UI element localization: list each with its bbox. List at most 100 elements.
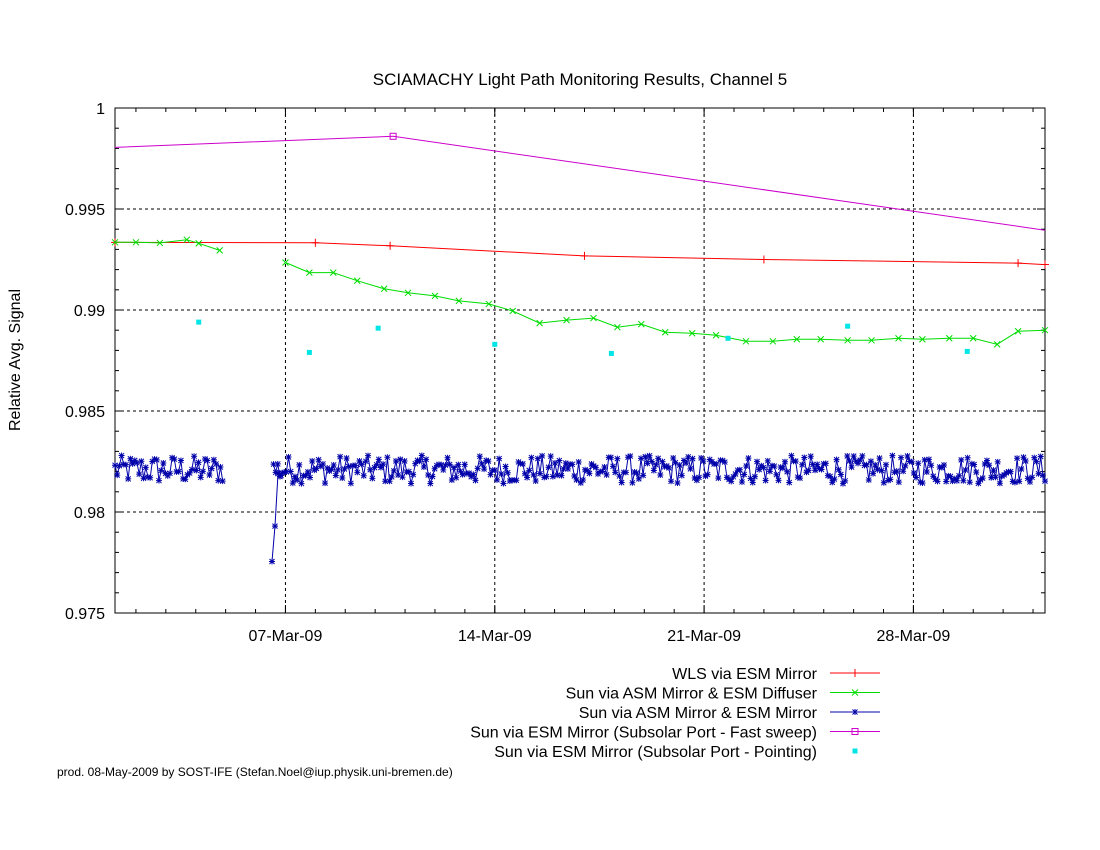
series-2-marker bbox=[188, 466, 195, 473]
series-2-marker bbox=[487, 471, 494, 478]
series-2-marker bbox=[913, 474, 920, 481]
series-2-marker bbox=[158, 467, 165, 474]
series-2-marker bbox=[807, 453, 814, 460]
series-2-marker bbox=[1011, 479, 1018, 486]
series-2-marker bbox=[891, 469, 898, 476]
series-2-marker bbox=[831, 476, 838, 483]
series-2-marker bbox=[872, 461, 879, 468]
series-2-marker bbox=[700, 458, 707, 465]
series-2-marker bbox=[405, 468, 412, 475]
series-2-marker bbox=[966, 479, 973, 486]
series-2-marker bbox=[478, 460, 485, 467]
series-2-marker bbox=[195, 459, 202, 466]
grid bbox=[115, 108, 1045, 613]
series-2-marker bbox=[962, 467, 969, 474]
series-2-marker bbox=[549, 473, 556, 480]
series-2-marker bbox=[307, 474, 314, 481]
series-2-marker bbox=[459, 471, 466, 478]
series-2-marker bbox=[219, 478, 226, 485]
series-2-marker bbox=[779, 465, 786, 472]
series-2-marker bbox=[506, 477, 513, 484]
series-2-marker bbox=[928, 462, 935, 469]
series-2-marker bbox=[640, 472, 647, 479]
series-2-marker bbox=[960, 477, 967, 484]
series-2-marker bbox=[988, 474, 995, 481]
series-2-marker bbox=[334, 466, 341, 473]
series-2-marker bbox=[857, 457, 864, 464]
series-2-marker bbox=[665, 464, 672, 471]
series-2-marker bbox=[136, 471, 143, 478]
series-2-marker bbox=[936, 464, 943, 471]
series-1-marker bbox=[509, 307, 517, 315]
x-tick-label: 28-Mar-09 bbox=[877, 628, 951, 645]
series-2-marker bbox=[736, 466, 743, 473]
series-2-marker bbox=[971, 461, 978, 468]
series-2-marker bbox=[319, 460, 326, 467]
series-2-marker bbox=[575, 458, 582, 465]
series-1-marker bbox=[637, 320, 645, 328]
series-2-marker bbox=[470, 471, 477, 478]
series-4-point bbox=[845, 323, 851, 329]
series-2-marker bbox=[169, 454, 176, 461]
series-2-marker bbox=[599, 468, 606, 475]
series-2-marker bbox=[519, 460, 526, 467]
series-2-marker bbox=[365, 452, 372, 459]
series-2-marker bbox=[754, 458, 761, 465]
series-2-marker bbox=[848, 464, 855, 471]
series-2-marker bbox=[910, 469, 917, 476]
series-2-marker bbox=[171, 456, 178, 463]
series-1-marker bbox=[156, 239, 164, 247]
series-2-marker bbox=[272, 469, 279, 476]
series-1-marker bbox=[195, 239, 203, 247]
series-2-marker bbox=[1020, 454, 1027, 461]
series-0-marker bbox=[759, 255, 768, 264]
series-2-marker bbox=[846, 457, 853, 464]
y-tick-label: 0.995 bbox=[65, 202, 105, 219]
series-2-marker bbox=[646, 452, 653, 459]
legend-marker-3 bbox=[851, 728, 859, 735]
series-2-marker bbox=[925, 456, 932, 463]
series-2-marker bbox=[676, 462, 683, 469]
series-2-marker bbox=[885, 477, 892, 484]
series-2-marker bbox=[1037, 453, 1044, 460]
chart-title: SCIAMACHY Light Path Monitoring Results,… bbox=[373, 70, 788, 89]
series-2-marker bbox=[513, 477, 520, 484]
legend-label-1: Sun via ASM Mirror & ESM Diffuser bbox=[566, 686, 818, 703]
series-2-marker bbox=[291, 473, 298, 480]
series-2-marker bbox=[569, 461, 576, 468]
series-2-marker bbox=[534, 455, 541, 462]
series-2-marker bbox=[343, 455, 350, 462]
series-2-marker bbox=[586, 470, 593, 477]
series-2-marker bbox=[285, 454, 292, 461]
series-2-marker bbox=[451, 464, 458, 471]
series-2-marker bbox=[446, 461, 453, 468]
legend-label-3: Sun via ESM Mirror (Subsolar Port - Fast… bbox=[470, 725, 817, 742]
series-2-marker bbox=[672, 459, 679, 466]
series-2-marker bbox=[704, 471, 711, 478]
series-1-marker bbox=[1041, 326, 1049, 334]
series-2-marker bbox=[867, 458, 874, 465]
series-2-marker bbox=[749, 479, 756, 486]
series-2-marker bbox=[835, 466, 842, 473]
series-2-marker bbox=[362, 458, 369, 465]
series-2-marker bbox=[539, 452, 546, 459]
series-2-marker bbox=[721, 459, 728, 466]
series-2-marker bbox=[1024, 475, 1031, 482]
series-1-marker bbox=[614, 323, 621, 331]
series-2-marker bbox=[315, 456, 322, 463]
series-2-marker bbox=[698, 455, 705, 462]
series-2-marker bbox=[657, 472, 664, 479]
series-1-marker bbox=[919, 335, 926, 343]
y-axis-label: Relative Avg. Signal bbox=[7, 289, 24, 431]
series-2-marker bbox=[696, 474, 703, 481]
series-2-marker bbox=[865, 476, 872, 483]
series-2-marker bbox=[915, 460, 922, 467]
series-2-marker bbox=[485, 458, 492, 465]
series-2-marker bbox=[448, 477, 455, 484]
series-2-marker bbox=[827, 473, 834, 480]
series-2-marker bbox=[474, 465, 481, 472]
series-layer bbox=[111, 132, 1049, 565]
series-2-marker bbox=[283, 468, 290, 475]
series-2-marker bbox=[764, 457, 771, 464]
